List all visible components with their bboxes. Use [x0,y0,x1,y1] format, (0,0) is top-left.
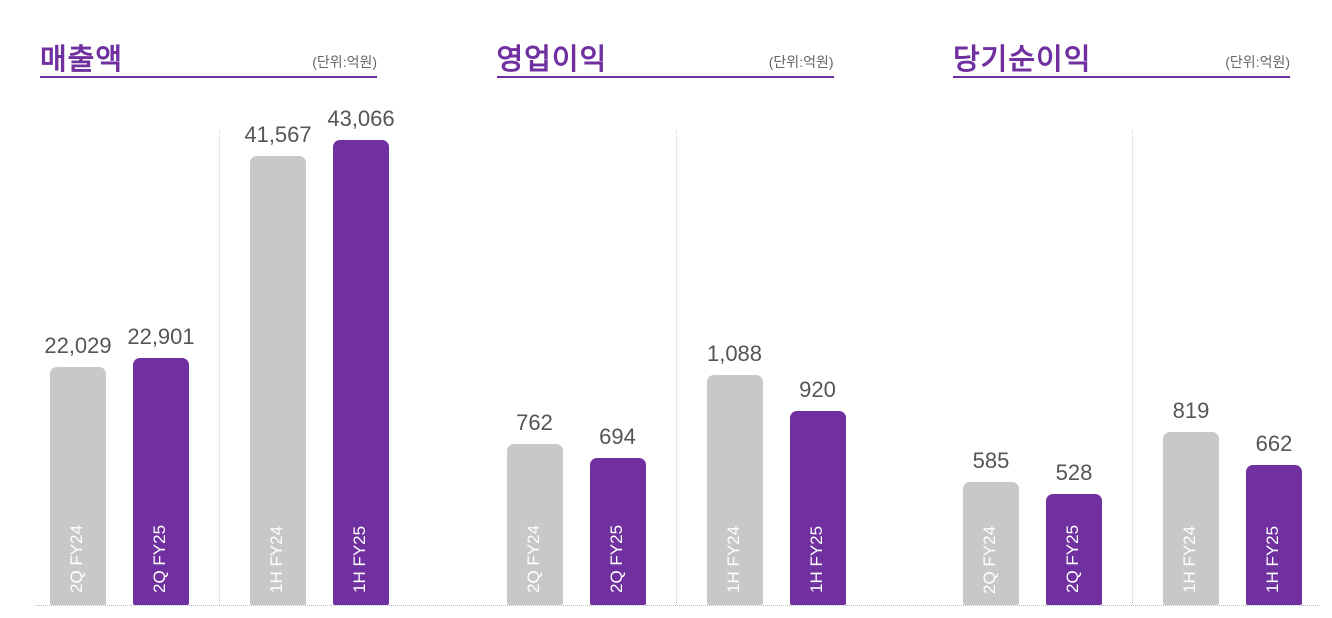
bar: 1H FY24 [1163,432,1219,605]
unit-label: (단위:억원) [1225,54,1290,70]
category-label: 1H FY24 [723,526,743,594]
chart-title: 당기순이익 [953,44,1092,76]
category-label: 2Q FY24 [980,525,999,594]
category-label: 2Q FY25 [150,524,169,593]
value-label: 1,088 [706,341,763,367]
bar: 2Q FY24 [50,367,106,605]
category-label: 1H FY25 [806,525,826,593]
group-divider [1132,130,1133,605]
title-underline [40,76,377,78]
bar: 1H FY24 [706,375,763,605]
value-label: 22,901 [127,323,195,349]
bar: 1H FY24 [250,156,306,605]
chart-panel: 매출액 (단위:억원) 2Q FY24 22,029 2Q FY25 22,901 1H… [40,0,480,618]
title-underline [953,76,1290,78]
category-label: 1H FY25 [1263,526,1282,594]
category-label: 2Q FY25 [606,525,626,594]
bar: 2Q FY25 [589,458,646,605]
bar: 2Q FY24 [963,481,1019,605]
value-label: 22,029 [44,333,112,359]
unit-label: (단위:억원) [768,54,834,70]
group-divider [219,130,220,605]
bar: 2Q FY25 [133,357,189,605]
value-label: 920 [799,376,836,402]
unit-label: (단위:억원) [312,54,377,70]
category-label: 1H FY24 [1180,526,1199,594]
baseline [35,605,1320,606]
value-label: 585 [972,447,1010,473]
bar: 1H FY25 [789,410,846,605]
value-label: 528 [1055,459,1093,485]
title-underline [496,76,834,78]
category-label: 2Q FY24 [67,525,86,594]
chart-title: 영업이익 [496,44,608,76]
value-label: 41,567 [244,122,312,148]
category-label: 1H FY24 [267,526,286,594]
chart-panel: 당기순이익 (단위:억원) 2Q FY24 585 2Q FY25 528 1H FY2… [953,0,1332,618]
category-label: 1H FY25 [350,525,369,594]
bar: 1H FY25 [333,140,389,605]
group-divider [675,130,677,605]
bar: 1H FY25 [1246,465,1302,605]
bar: 2Q FY24 [506,444,563,605]
value-label: 43,066 [327,106,395,132]
bar: 2Q FY25 [1046,493,1102,605]
value-label: 694 [599,424,636,450]
category-label: 2Q FY25 [1063,524,1082,593]
value-label: 819 [1172,398,1210,424]
value-label: 662 [1255,431,1293,457]
category-label: 2Q FY24 [523,525,543,594]
chart-title: 매출액 [40,44,124,76]
chart-panel: 영업이익 (단위:억원) 2Q FY24 762 2Q FY25 694 1H FY24… [496,0,937,618]
value-label: 762 [516,410,553,436]
